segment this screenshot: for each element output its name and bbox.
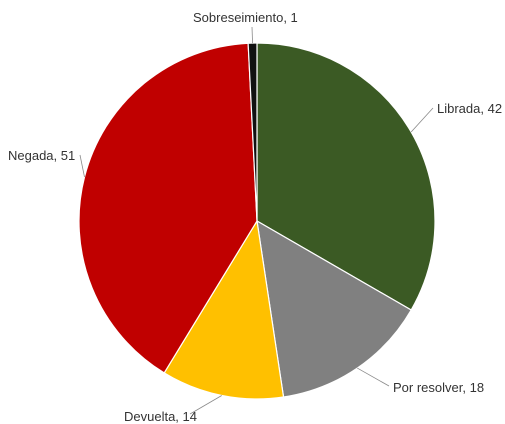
slice-por-resolver [256, 219, 412, 398]
label-por-resolver: Por resolver, 18 [393, 380, 484, 395]
leader-sobreseimiento [251, 26, 253, 44]
leader-devuelta [189, 395, 222, 415]
slice-librada [256, 42, 436, 311]
label-librada: Librada, 42 [437, 101, 502, 116]
slice-labels: Librada, 42 Por resolver, 18 Devuelta, 1… [8, 10, 502, 424]
slice-negada [78, 42, 258, 374]
label-devuelta: Devuelta, 14 [124, 409, 197, 424]
leader-negada [79, 154, 85, 178]
leader-lines [79, 26, 434, 415]
leader-por-resolver [357, 367, 390, 387]
label-sobreseimiento: Sobreseimiento, 1 [193, 10, 298, 25]
pie-slices [78, 42, 436, 400]
label-negada: Negada, 51 [8, 148, 75, 163]
leader-librada [410, 107, 434, 133]
